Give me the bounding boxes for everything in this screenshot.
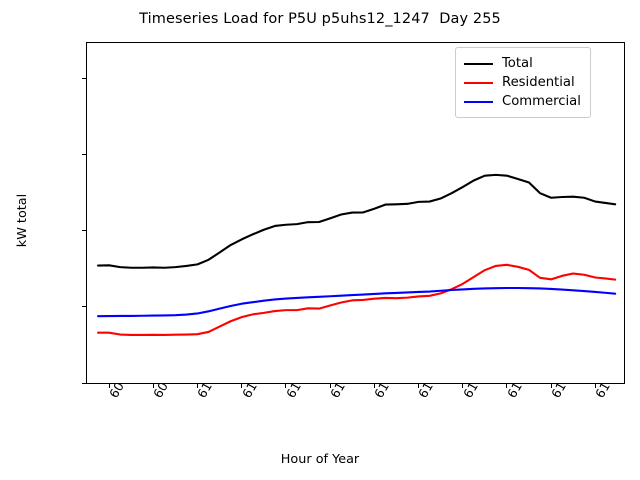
legend-label: Residential — [502, 75, 575, 90]
legend-swatch-residential — [464, 81, 493, 84]
series-line-total — [97, 173, 617, 269]
chart-title: Timeseries Load for P5U p5uhs12_1247 Day… — [139, 11, 501, 27]
x-tick-mark — [506, 384, 508, 388]
x-tick-mark — [152, 384, 154, 388]
y-tick-mark — [82, 77, 86, 79]
x-tick-mark — [329, 384, 331, 388]
y-tick-mark — [82, 153, 86, 155]
x-tick-mark — [417, 384, 420, 388]
y-tick-mark — [82, 382, 86, 384]
x-tick-mark — [462, 384, 464, 388]
x-tick-mark — [285, 384, 287, 388]
x-tick-mark — [196, 384, 199, 388]
series-lines — [97, 173, 617, 337]
x-tick-mark — [241, 384, 243, 388]
y-tick-mark — [82, 306, 86, 308]
legend-item-residential[interactable]: Residential — [464, 73, 581, 92]
legend-swatch-total — [464, 62, 493, 65]
x-axis-label: Hour of Year — [280, 452, 360, 467]
legend-swatch-commercial — [464, 100, 493, 103]
legend-label: Commercial — [502, 94, 581, 109]
y-axis-label: kW total — [15, 193, 31, 248]
legend-item-commercial[interactable]: Commercial — [464, 92, 581, 111]
legend-item-total[interactable]: Total — [464, 54, 581, 73]
chart-legend: Total Residential Commercial — [455, 47, 591, 118]
x-tick-mark — [373, 384, 375, 388]
x-tick-mark — [108, 384, 110, 388]
y-tick-mark — [82, 230, 86, 232]
x-tick-mark — [594, 384, 596, 388]
series-line-residential — [97, 263, 617, 337]
legend-label: Total — [502, 56, 533, 71]
series-line-commercial — [97, 286, 617, 318]
x-tick-mark — [550, 384, 552, 388]
